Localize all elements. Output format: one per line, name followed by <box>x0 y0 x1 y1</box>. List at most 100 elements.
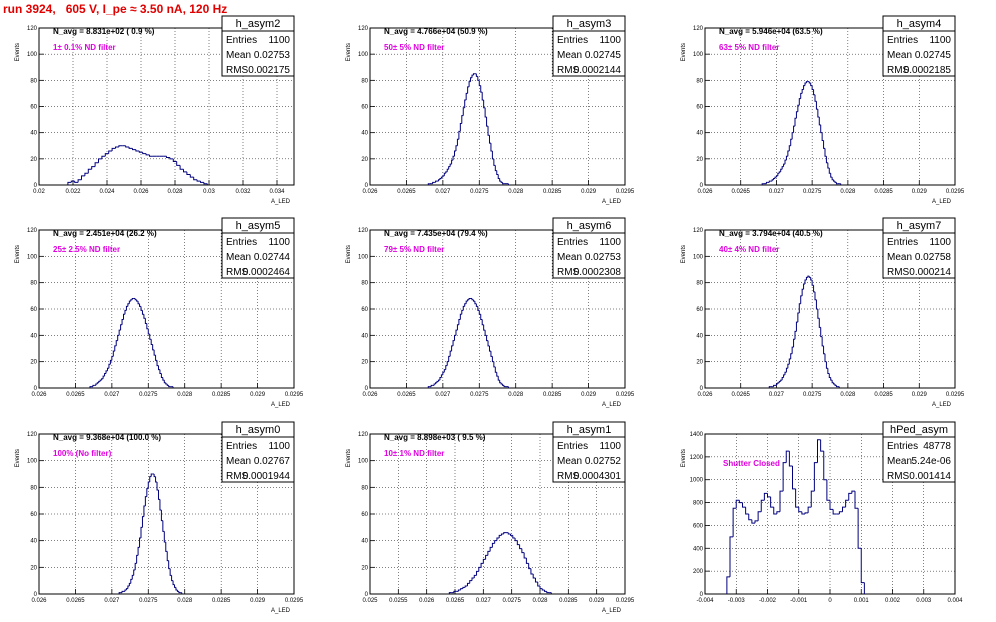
x-axis-label: A_LED <box>602 608 622 614</box>
histogram-bin <box>496 170 499 176</box>
histogram-bin <box>820 439 824 452</box>
histogram-bin <box>462 586 466 589</box>
histogram-bin <box>108 363 111 369</box>
histogram-bin <box>804 279 807 284</box>
histogram-bin <box>144 496 147 506</box>
stats-value-rms: 0.0002464 <box>243 267 291 278</box>
x-tick-label: 0.002 <box>885 598 901 604</box>
x-tick-label: -0.002 <box>759 598 777 604</box>
histogram-bin <box>172 580 175 586</box>
histogram-bin <box>500 382 503 385</box>
y-tick-label: 120 <box>693 228 704 234</box>
histogram-bin <box>493 361 496 368</box>
histogram-bin <box>449 163 452 167</box>
x-tick-label: 0.029 <box>581 189 597 195</box>
histogram-bin <box>490 351 493 357</box>
histogram-bin <box>817 109 820 118</box>
run-title: run 3924, 605 V, I_pe ≈ 3.50 nA, 120 Hz <box>3 2 228 16</box>
histogram-panel-h_asym0: 0.026 0.0265 0.027 0.0275 0.028 0.0285 0.029 0.… <box>15 421 304 614</box>
histogram-bin <box>823 140 825 149</box>
histogram-bin <box>835 385 838 388</box>
y-tick-label: 120 <box>27 228 38 234</box>
histogram-panel-h_asym7: 0.026 0.0265 0.027 0.0275 0.028 0.0285 0.029 0.… <box>681 217 965 408</box>
histogram-bin <box>503 532 506 534</box>
histogram-bin <box>466 582 470 586</box>
histogram-bin <box>532 574 536 579</box>
stats-value-rms: 0.0001944 <box>243 471 291 482</box>
y-tick-label: 100 <box>358 52 369 58</box>
histogram-bin <box>134 298 137 301</box>
stats-label-entries: Entries <box>887 35 918 46</box>
histogram-bin <box>91 166 96 170</box>
x-tick-label: 0.028 <box>177 392 193 398</box>
histogram-bin <box>500 533 504 536</box>
y-tick-label: 800 <box>693 501 704 507</box>
histogram-bin <box>131 297 134 300</box>
histogram-bin <box>133 569 136 576</box>
histogram-bin <box>487 126 490 136</box>
x-tick-label: 0.026 <box>362 189 378 195</box>
histogram-bin <box>171 575 174 582</box>
histogram-title: h_asym2 <box>236 18 281 30</box>
histogram-bin <box>448 166 451 170</box>
x-tick-label: 0.0275 <box>803 392 822 398</box>
histogram-bin <box>860 548 865 584</box>
y-tick-label: 600 <box>693 523 704 529</box>
histogram-bin <box>757 511 762 521</box>
x-tick-label: 0.03 <box>203 189 215 195</box>
histogram-bin <box>830 173 833 178</box>
x-tick-label: 0.0265 <box>446 598 465 604</box>
histogram-title: h_asym5 <box>236 220 281 232</box>
histogram-bin <box>94 162 99 167</box>
histogram-bin <box>174 584 176 588</box>
histogram-bin <box>497 376 500 381</box>
histogram-bin <box>456 138 459 146</box>
stats-label-mean: Mean <box>226 456 251 467</box>
histogram-bin <box>494 366 497 373</box>
x-tick-label: 0.029 <box>912 189 928 195</box>
filter-annotation: 10± 1% ND filter <box>384 449 444 458</box>
histogram-bin <box>502 384 505 386</box>
x-tick-label: 0.029 <box>912 392 928 398</box>
histogram-panel-h_asym4: 0.026 0.0265 0.027 0.0275 0.028 0.0285 0.029 0.… <box>681 15 965 205</box>
histogram-bin <box>483 324 486 331</box>
histogram-bin <box>125 588 128 590</box>
n-avg-annotation: N_avg = 5.946e+04 (63.5 %) <box>719 27 823 36</box>
y-tick-label: 100 <box>27 52 38 58</box>
histogram-bin <box>81 175 85 180</box>
histogram-bin <box>742 502 746 508</box>
stats-label-entries: Entries <box>557 35 588 46</box>
histogram-bin <box>771 179 774 182</box>
histogram-bin <box>798 507 802 513</box>
histogram-bin <box>149 476 152 482</box>
histogram-bin <box>125 145 130 148</box>
histogram-bin <box>460 588 463 590</box>
y-tick-label: 40 <box>30 131 37 137</box>
y-tick-label: 80 <box>696 281 703 287</box>
histogram-bin <box>127 585 130 589</box>
y-tick-label: 0 <box>34 386 38 392</box>
histogram-bin <box>459 313 462 320</box>
histogram-bin <box>121 590 124 593</box>
y-axis-label: Events <box>681 43 687 61</box>
y-tick-label: 60 <box>30 307 37 313</box>
x-tick-label: 0.028 <box>840 189 856 195</box>
histogram-bin <box>134 562 137 570</box>
x-tick-label: 0.027 <box>435 189 451 195</box>
histogram-bin <box>464 303 467 307</box>
histogram-bin <box>137 546 140 556</box>
histogram-bin <box>67 181 72 185</box>
stats-label-mean: Mean <box>557 252 582 263</box>
histogram-bin <box>150 473 153 477</box>
histogram-bin <box>70 180 75 183</box>
stats-value-entries: 1100 <box>599 35 621 46</box>
histogram-bin <box>773 507 777 515</box>
stats-value-mean: 0.02767 <box>254 456 291 467</box>
histogram-bin <box>452 340 455 346</box>
histogram-bin <box>147 328 150 335</box>
y-tick-label: 100 <box>358 254 369 260</box>
y-tick-label: 1400 <box>690 432 704 438</box>
histogram-bin <box>128 582 131 586</box>
histogram-bin <box>833 382 835 385</box>
y-axis-label: Events <box>681 449 687 467</box>
